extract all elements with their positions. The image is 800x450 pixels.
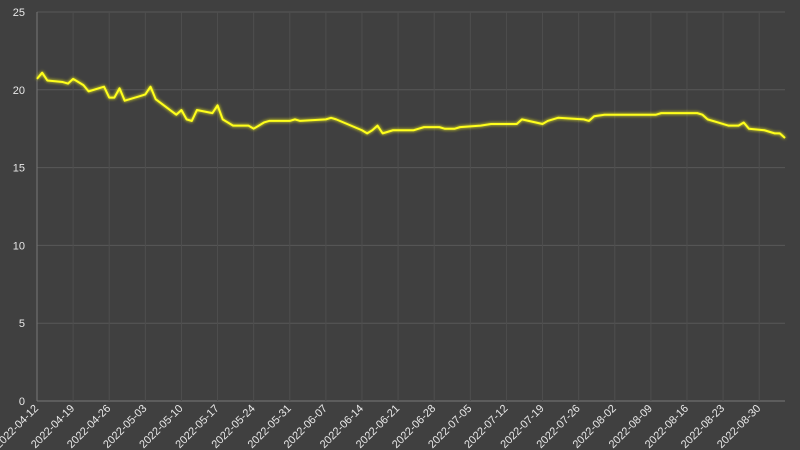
y-tick-label: 25: [13, 7, 25, 19]
data-line: [36, 71, 786, 139]
y-tick-label: 10: [13, 240, 25, 252]
y-tick-label: 20: [13, 85, 25, 97]
y-tick-label: 0: [19, 396, 25, 408]
y-tick-label: 5: [19, 318, 25, 330]
y-tick-label: 15: [13, 163, 25, 175]
